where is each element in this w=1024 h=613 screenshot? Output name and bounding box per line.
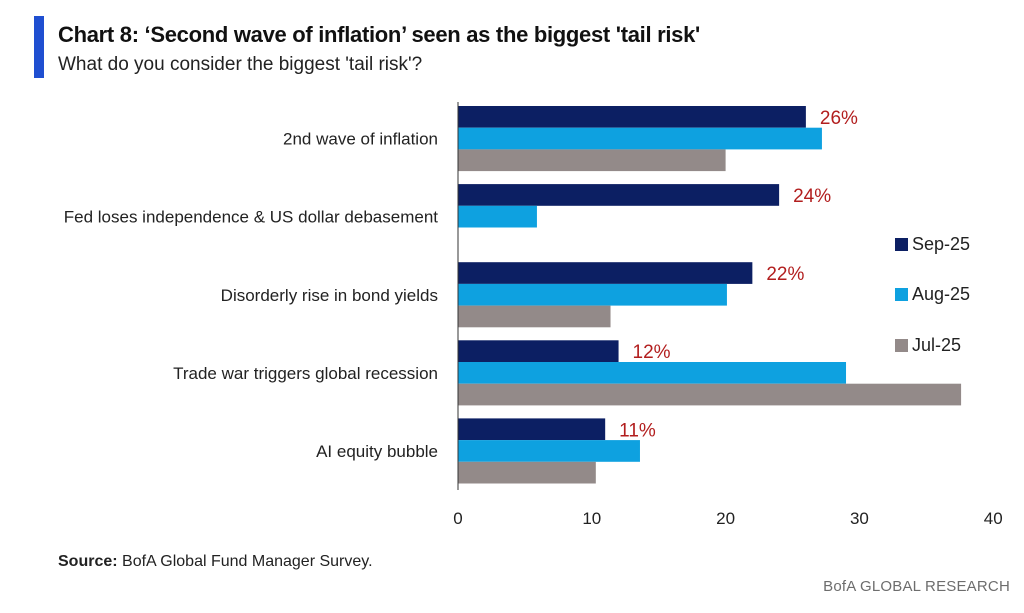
category-label: AI equity bubble — [316, 442, 438, 461]
brand-footer: BofA GLOBAL RESEARCH — [823, 578, 1010, 595]
x-tick-label: 0 — [453, 509, 462, 528]
bar-aug-25-3 — [458, 362, 847, 384]
source-note: Source: BofA Global Fund Manager Survey. — [58, 553, 373, 571]
x-tick-label: 20 — [716, 509, 735, 528]
x-tick-label: 40 — [984, 509, 1003, 528]
category-label: Disorderly rise in bond yields — [221, 286, 438, 305]
bar-sep-25-3 — [458, 340, 619, 362]
category-label: Trade war triggers global recession — [173, 364, 438, 383]
data-label: 26% — [820, 108, 858, 129]
bar-jul-25-0 — [458, 149, 726, 172]
bar-sep-25-4 — [458, 418, 606, 441]
chart-title: Chart 8: ‘Second wave of inflation’ seen… — [58, 22, 700, 47]
legend-label-aug-25: Aug-25 — [912, 284, 970, 304]
legend-swatch-jul-25 — [895, 339, 908, 352]
bar-sep-25-0 — [458, 106, 806, 128]
legend-swatch-aug-25 — [895, 288, 908, 301]
legend-label-sep-25: Sep-25 — [912, 234, 970, 254]
bar-aug-25-0 — [458, 127, 822, 150]
title-accent-bar — [34, 16, 44, 78]
chart-subtitle: What do you consider the biggest 'tail r… — [58, 54, 423, 75]
legend-label-jul-25: Jul-25 — [912, 335, 961, 355]
source-text: BofA Global Fund Manager Survey. — [117, 553, 373, 570]
bar-aug-25-1 — [458, 205, 537, 228]
bar-jul-25-2 — [458, 305, 611, 328]
source-label: Source: — [58, 553, 118, 570]
bar-sep-25-2 — [458, 262, 753, 284]
legend-swatch-sep-25 — [895, 238, 908, 251]
bar-aug-25-2 — [458, 283, 727, 306]
data-label: 11% — [619, 420, 656, 441]
bar-sep-25-1 — [458, 184, 780, 206]
bar-jul-25-4 — [458, 461, 596, 484]
x-tick-label: 30 — [850, 509, 869, 528]
data-label: 24% — [793, 186, 831, 207]
category-label: Fed loses independence & US dollar debas… — [64, 208, 439, 227]
bar-aug-25-4 — [458, 440, 640, 462]
data-label: 12% — [633, 342, 671, 363]
x-tick-label: 10 — [582, 509, 601, 528]
bar-jul-25-3 — [458, 383, 962, 406]
data-label: 22% — [766, 264, 804, 285]
category-label: 2nd wave of inflation — [283, 130, 438, 149]
